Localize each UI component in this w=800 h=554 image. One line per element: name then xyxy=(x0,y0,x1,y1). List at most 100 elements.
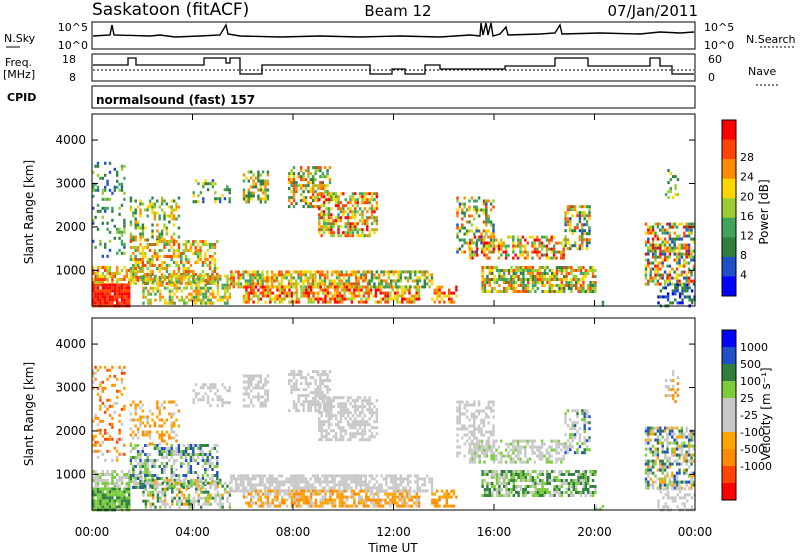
data-cell xyxy=(493,266,496,269)
data-cell xyxy=(194,249,197,252)
data-cell xyxy=(482,208,486,212)
data-cell xyxy=(304,276,307,280)
data-cell xyxy=(690,301,694,305)
data-cell xyxy=(257,300,260,304)
data-cell xyxy=(194,392,198,396)
data-cell xyxy=(266,477,269,481)
data-cell xyxy=(230,270,233,274)
data-cell xyxy=(368,405,371,409)
data-cell xyxy=(368,396,371,400)
data-cell xyxy=(151,235,154,239)
data-cell xyxy=(509,235,513,239)
data-cell xyxy=(148,270,152,273)
data-cell xyxy=(361,195,364,199)
data-cell xyxy=(173,292,176,296)
data-cell xyxy=(445,294,448,298)
data-cell xyxy=(685,261,688,265)
data-cell xyxy=(139,214,142,218)
data-cell xyxy=(382,285,386,289)
data-cell xyxy=(247,291,250,295)
data-cell xyxy=(252,191,255,195)
data-cell xyxy=(456,232,459,236)
data-cell xyxy=(192,496,196,500)
data-cell xyxy=(356,210,359,214)
data-cell xyxy=(92,170,95,174)
data-cell xyxy=(330,405,333,409)
data-cell xyxy=(333,300,337,304)
data-cell xyxy=(404,276,407,280)
data-cell xyxy=(259,489,262,493)
data-cell xyxy=(123,487,126,491)
data-cell xyxy=(104,493,107,497)
data-cell xyxy=(237,273,240,277)
data-cell xyxy=(314,486,317,490)
data-cell xyxy=(223,286,227,290)
data-cell xyxy=(226,496,229,500)
data-cell xyxy=(211,179,215,183)
data-cell xyxy=(358,405,362,409)
data-cell xyxy=(195,295,198,299)
data-cell xyxy=(139,486,142,489)
data-cell xyxy=(261,288,265,292)
data-cell xyxy=(401,297,404,301)
data-cell xyxy=(346,234,350,238)
data-cell xyxy=(581,205,584,209)
data-cell xyxy=(96,295,100,299)
data-cell xyxy=(192,298,196,302)
data-cell xyxy=(322,213,326,217)
data-cell xyxy=(378,273,381,277)
data-cell xyxy=(293,285,296,289)
data-cell xyxy=(647,252,650,256)
data-cell xyxy=(475,208,478,212)
data-cell xyxy=(522,290,525,293)
data-cell xyxy=(517,290,520,293)
data-cell xyxy=(485,208,488,212)
data-cell xyxy=(320,204,323,208)
data-cell xyxy=(550,247,553,251)
data-cell xyxy=(570,266,573,269)
data-cell xyxy=(461,211,464,215)
data-cell xyxy=(153,459,157,462)
data-cell xyxy=(116,496,119,500)
data-cell xyxy=(316,400,320,404)
data-cell xyxy=(94,215,97,219)
data-cell xyxy=(300,495,303,499)
data-cell xyxy=(250,401,253,405)
data-cell xyxy=(99,278,102,281)
data-cell xyxy=(356,423,359,427)
data-cell xyxy=(254,474,257,478)
data-cell xyxy=(654,276,657,280)
data-cell xyxy=(132,468,135,471)
data-cell xyxy=(177,196,181,200)
data-cell xyxy=(339,429,343,433)
data-cell xyxy=(343,276,346,280)
data-cell xyxy=(156,267,159,270)
data-cell xyxy=(569,217,572,221)
data-cell xyxy=(567,266,571,269)
data-cell xyxy=(165,430,169,434)
data-cell xyxy=(319,276,322,280)
freq-step-line xyxy=(93,57,694,75)
data-cell xyxy=(184,246,188,249)
data-cell xyxy=(345,477,348,481)
data-cell xyxy=(348,291,351,295)
data-cell xyxy=(216,474,219,477)
data-cell xyxy=(326,270,329,274)
data-cell xyxy=(142,280,145,284)
data-cell xyxy=(247,297,250,301)
data-cell xyxy=(353,294,356,298)
data-cell xyxy=(266,182,270,186)
data-cell xyxy=(259,291,262,295)
data-cell xyxy=(223,289,227,293)
data-cell xyxy=(416,276,419,280)
data-cell xyxy=(481,278,484,281)
data-cell xyxy=(314,370,317,374)
data-cell xyxy=(163,261,166,264)
data-cell xyxy=(242,489,245,493)
data-cell xyxy=(134,424,137,428)
data-cell xyxy=(221,286,224,290)
data-cell xyxy=(423,279,426,283)
data-cell xyxy=(192,274,196,278)
data-cell xyxy=(311,486,315,490)
data-cell xyxy=(483,278,487,281)
